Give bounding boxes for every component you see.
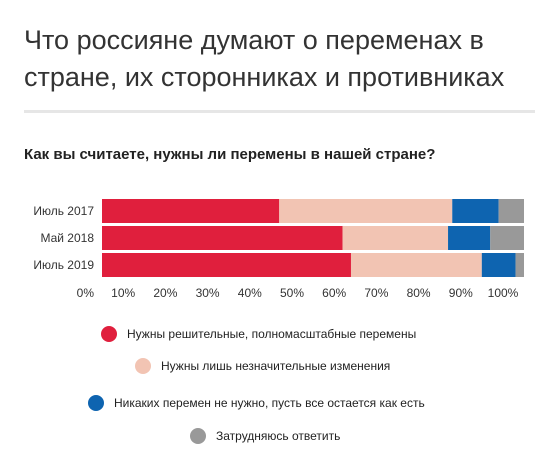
legend-label: Нужны лишь незначительные изменения — [161, 359, 391, 373]
x-tick-label: 20% — [153, 286, 177, 300]
legend-swatch — [101, 326, 117, 342]
category-label: Май 2018 — [40, 231, 94, 245]
x-tick-label: 10% — [111, 286, 135, 300]
legend-item: Нужны лишь незначительные изменения — [135, 358, 390, 374]
x-tick-label: 100% — [488, 286, 519, 300]
x-tick-label: 60% — [322, 286, 346, 300]
x-tick-label: 0% — [77, 286, 95, 300]
legend-swatch — [190, 428, 206, 444]
bar-segment — [279, 199, 453, 223]
bar-segment — [515, 253, 524, 277]
bar-segment — [350, 253, 482, 277]
legend-item: Нужны решительные, полномасштабные перем… — [101, 326, 416, 342]
bar-segment — [490, 226, 524, 250]
x-tick-label: 80% — [407, 286, 431, 300]
bars-group — [102, 199, 524, 277]
stacked-bar-chart: Июль 2017 Май 2018 Июль 2019 0% 10% 20% 30% 40… — [33, 199, 524, 300]
legend-swatch — [135, 358, 151, 374]
bar-segment — [498, 199, 524, 223]
bar-segment — [452, 199, 499, 223]
bar-segment — [102, 226, 343, 250]
x-tick-label: 50% — [280, 286, 304, 300]
bar-segment — [481, 253, 516, 277]
category-labels: Июль 2017 Май 2018 Июль 2019 — [33, 204, 94, 272]
page-title: Что россияне думают о переменах в стране… — [24, 25, 505, 92]
x-tick-label: 30% — [196, 286, 220, 300]
bar-segment — [102, 199, 280, 223]
legend-item: Затрудняюсь ответить — [190, 428, 340, 444]
title-divider — [24, 110, 535, 113]
x-tick-labels: 0% 10% 20% 30% 40% 50% 60% 70% 80% 90% 100% — [77, 286, 519, 300]
legend-swatch — [88, 395, 104, 411]
legend-label: Никаких перемен не нужно, пусть все оста… — [114, 396, 425, 410]
bar-segment — [342, 226, 449, 250]
x-tick-label: 70% — [364, 286, 388, 300]
category-label: Июль 2019 — [33, 258, 94, 272]
bar-segment — [448, 226, 491, 250]
x-tick-label: 40% — [238, 286, 262, 300]
legend-item: Никаких перемен не нужно, пусть все оста… — [88, 395, 425, 411]
x-tick-label: 90% — [449, 286, 473, 300]
legend-label: Затрудняюсь ответить — [216, 429, 341, 443]
legend-label: Нужны решительные, полномасштабные перем… — [127, 327, 417, 341]
chart-title: Как вы считаете, нужны ли перемены в наш… — [24, 146, 436, 163]
bar-segment — [102, 253, 351, 277]
category-label: Июль 2017 — [33, 204, 94, 218]
